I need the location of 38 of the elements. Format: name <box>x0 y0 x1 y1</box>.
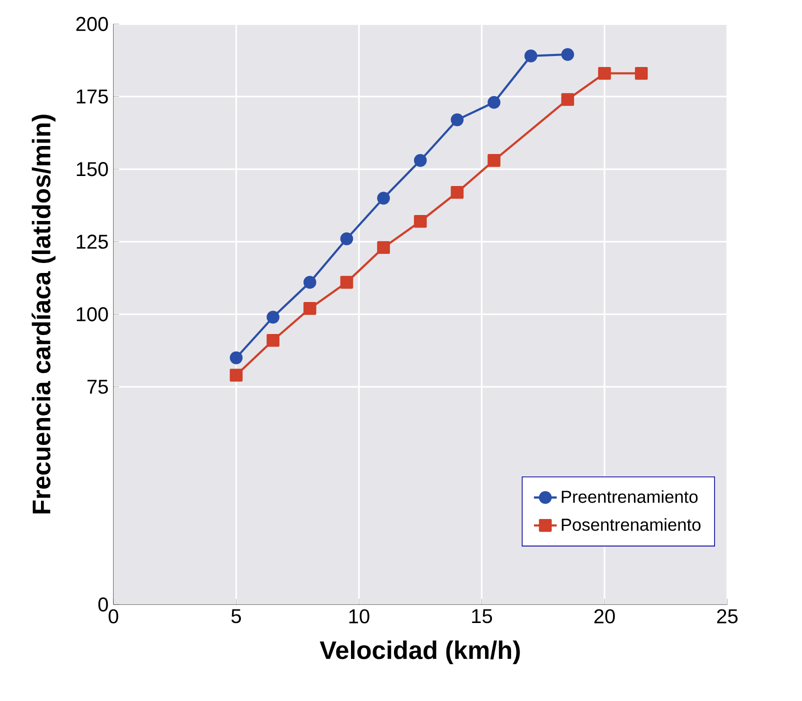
point <box>230 352 243 364</box>
point <box>414 154 427 168</box>
point <box>340 276 354 289</box>
point <box>230 369 243 382</box>
point <box>414 215 427 228</box>
point <box>340 232 354 246</box>
point <box>303 302 316 316</box>
y-axis-title: Frecuencia cardíaca (latidos/min) <box>32 114 56 514</box>
point <box>266 334 280 347</box>
point <box>488 154 500 168</box>
point <box>303 276 316 289</box>
legend-label: Preentrenamiento <box>562 490 698 504</box>
x-tick-label: 10 <box>349 609 370 624</box>
legend-label: Posentrenamiento <box>562 518 700 532</box>
point <box>450 186 464 199</box>
x-tick-label: 25 <box>717 609 738 624</box>
y-tick-label: 175 <box>76 90 108 104</box>
y-tick-label: 150 <box>76 162 108 176</box>
point <box>561 48 574 62</box>
point <box>488 96 500 109</box>
point <box>598 67 611 80</box>
x-tick-label: 5 <box>231 609 241 624</box>
point <box>561 93 574 106</box>
point <box>524 50 538 63</box>
point <box>266 310 280 324</box>
y-tick-label: 125 <box>76 234 108 249</box>
x-tick-label: 0 <box>108 609 118 624</box>
y-tick-label: 200 <box>76 17 108 32</box>
point <box>634 67 648 80</box>
y-tick-label: 75 <box>87 380 108 394</box>
y-tick-label: 100 <box>76 307 108 322</box>
point <box>450 114 464 126</box>
y-tick-label: 0 <box>98 598 108 612</box>
x-tick-label: 20 <box>594 609 615 624</box>
point <box>377 241 390 254</box>
point <box>377 192 390 205</box>
x-axis-title: Velocidad (km/h) <box>320 640 520 664</box>
x-tick-label: 15 <box>472 609 492 624</box>
